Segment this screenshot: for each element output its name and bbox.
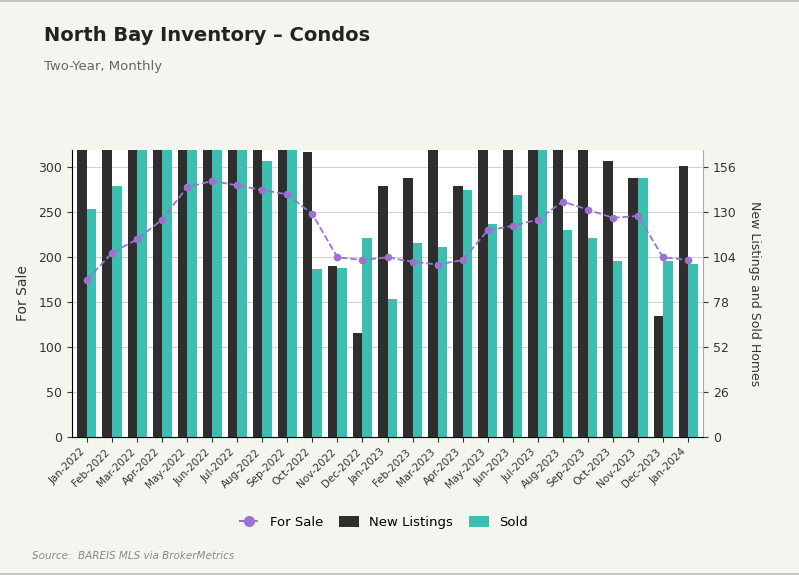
Bar xyxy=(578,112,588,437)
Bar xyxy=(503,105,513,437)
Bar xyxy=(153,26,162,437)
Bar xyxy=(513,195,523,437)
Bar xyxy=(187,71,197,437)
Bar xyxy=(463,190,472,437)
For Sale xyxy=(383,254,392,261)
Bar xyxy=(487,224,497,437)
Bar xyxy=(688,264,698,437)
Bar xyxy=(278,129,288,437)
Y-axis label: New Listings and Sold Homes: New Listings and Sold Homes xyxy=(748,201,761,386)
Bar xyxy=(78,105,87,437)
Text: North Bay Inventory – Condos: North Bay Inventory – Condos xyxy=(44,26,370,45)
For Sale xyxy=(633,213,642,220)
Bar xyxy=(478,40,487,437)
Bar xyxy=(654,316,663,437)
Bar xyxy=(613,261,622,437)
Bar xyxy=(629,178,638,437)
Bar xyxy=(353,334,363,437)
Bar xyxy=(303,152,312,437)
For Sale xyxy=(107,250,117,256)
For Sale xyxy=(82,277,92,283)
Bar xyxy=(638,178,647,437)
Bar xyxy=(262,160,272,437)
Y-axis label: For Sale: For Sale xyxy=(16,265,30,321)
Legend: For Sale, New Listings, Sold: For Sale, New Listings, Sold xyxy=(234,511,533,534)
Bar xyxy=(554,112,562,437)
Bar xyxy=(162,66,172,437)
Bar xyxy=(412,243,422,437)
Bar xyxy=(237,88,247,437)
Bar xyxy=(528,129,538,437)
Line: For Sale: For Sale xyxy=(84,178,691,283)
Bar xyxy=(87,209,97,437)
Bar xyxy=(538,122,547,437)
Bar xyxy=(252,116,262,437)
Text: Two-Year, Monthly: Two-Year, Monthly xyxy=(44,60,162,74)
For Sale xyxy=(233,182,242,189)
Bar xyxy=(663,261,673,437)
Bar xyxy=(603,160,613,437)
For Sale xyxy=(257,186,267,193)
Bar xyxy=(128,29,137,437)
Bar xyxy=(288,109,297,437)
Bar xyxy=(328,266,337,437)
Bar xyxy=(102,60,112,437)
Bar xyxy=(678,166,688,437)
Bar xyxy=(228,9,237,437)
Bar xyxy=(378,186,388,437)
For Sale xyxy=(358,256,368,263)
For Sale xyxy=(332,254,342,261)
Bar xyxy=(177,0,187,437)
Text: Source:  BAREIS MLS via BrokerMetrics: Source: BAREIS MLS via BrokerMetrics xyxy=(32,551,234,561)
Bar xyxy=(137,71,146,437)
For Sale xyxy=(683,256,693,263)
For Sale xyxy=(208,178,217,185)
Bar xyxy=(438,247,447,437)
For Sale xyxy=(283,191,292,198)
For Sale xyxy=(508,223,518,229)
For Sale xyxy=(308,210,317,217)
Bar xyxy=(588,238,598,437)
Bar xyxy=(403,178,412,437)
For Sale xyxy=(157,216,167,223)
Bar xyxy=(213,40,221,437)
Bar xyxy=(337,268,347,437)
For Sale xyxy=(133,236,142,243)
Bar xyxy=(112,186,121,437)
For Sale xyxy=(433,261,443,268)
For Sale xyxy=(182,184,192,191)
For Sale xyxy=(558,198,567,205)
Bar xyxy=(562,229,572,437)
Bar xyxy=(453,186,463,437)
For Sale xyxy=(658,254,668,261)
For Sale xyxy=(583,206,593,213)
Bar xyxy=(388,299,397,437)
Bar xyxy=(363,238,372,437)
For Sale xyxy=(533,216,543,223)
Bar xyxy=(428,117,438,437)
Bar xyxy=(312,270,322,437)
Bar xyxy=(203,0,213,437)
For Sale xyxy=(483,227,492,234)
For Sale xyxy=(407,258,417,265)
For Sale xyxy=(608,214,618,221)
For Sale xyxy=(458,256,467,263)
